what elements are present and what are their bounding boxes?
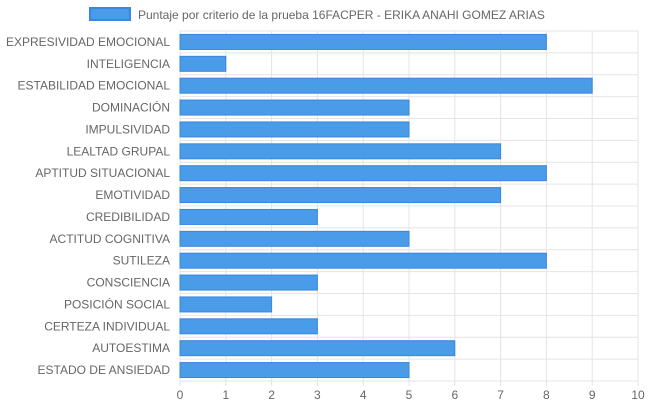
tick-label: 7 bbox=[497, 388, 504, 402]
category-label: IMPULSIVIDAD bbox=[85, 122, 170, 136]
bar[interactable] bbox=[179, 296, 273, 313]
grid-lines bbox=[179, 30, 639, 386]
category-label: APTITUD SITUACIONAL bbox=[35, 166, 170, 180]
bar-series bbox=[179, 33, 593, 379]
bar[interactable] bbox=[179, 252, 547, 269]
category-label: INTELIGENCIA bbox=[87, 57, 170, 71]
category-label: CONSCIENCIA bbox=[87, 276, 170, 290]
bar[interactable] bbox=[179, 99, 410, 116]
bar[interactable] bbox=[179, 274, 318, 291]
bar[interactable] bbox=[179, 340, 456, 357]
tick-label: 8 bbox=[543, 388, 550, 402]
category-label: ESTADO DE ANSIEDAD bbox=[38, 363, 171, 377]
tick-label: 10 bbox=[631, 388, 645, 402]
category-label: ACTITUD COGNITIVA bbox=[50, 232, 170, 246]
bar[interactable] bbox=[179, 165, 547, 182]
category-label: LEALTAD GRUPAL bbox=[67, 144, 171, 158]
category-label: POSICIÓN SOCIAL bbox=[64, 296, 170, 311]
tick-label: 2 bbox=[268, 388, 275, 402]
category-label: AUTOESTIMA bbox=[92, 341, 170, 355]
bar[interactable] bbox=[179, 230, 410, 247]
tick-label: 6 bbox=[451, 388, 458, 402]
category-axis: EXPRESIVIDAD EMOCIONAL INTELIGENCIA ESTABI… bbox=[6, 35, 170, 377]
legend-label: Puntaje por criterio de la prueba 16FACP… bbox=[138, 8, 545, 22]
tick-label: 5 bbox=[406, 388, 413, 402]
tick-label: 4 bbox=[360, 388, 367, 402]
bar[interactable] bbox=[179, 143, 502, 160]
tick-label: 3 bbox=[314, 388, 321, 402]
tick-label: 9 bbox=[589, 388, 596, 402]
category-label: CERTEZA INDIVIDUAL bbox=[44, 319, 170, 333]
category-label: DOMINACIÓN bbox=[92, 100, 170, 115]
bar[interactable] bbox=[179, 187, 502, 204]
bar[interactable] bbox=[179, 208, 318, 225]
category-label: CREDIBILIDAD bbox=[86, 210, 170, 224]
category-label: EMOTIVIDAD bbox=[95, 188, 170, 202]
category-label: EXPRESIVIDAD EMOCIONAL bbox=[6, 35, 170, 49]
bar[interactable] bbox=[179, 55, 227, 72]
bar[interactable] bbox=[179, 318, 318, 335]
bar[interactable] bbox=[179, 33, 547, 50]
bar[interactable] bbox=[179, 362, 410, 379]
bar[interactable] bbox=[179, 121, 410, 138]
category-label: ESTABILIDAD EMOCIONAL bbox=[18, 79, 171, 93]
tick-label: 0 bbox=[177, 388, 184, 402]
legend-swatch bbox=[89, 7, 131, 21]
chart-legend[interactable]: Puntaje por criterio de la prueba 16FACP… bbox=[89, 7, 545, 22]
bar[interactable] bbox=[179, 77, 593, 94]
value-axis: 0 1 2 3 4 5 6 7 8 9 10 bbox=[177, 388, 645, 402]
category-label: SUTILEZA bbox=[113, 254, 170, 268]
tick-label: 1 bbox=[222, 388, 229, 402]
